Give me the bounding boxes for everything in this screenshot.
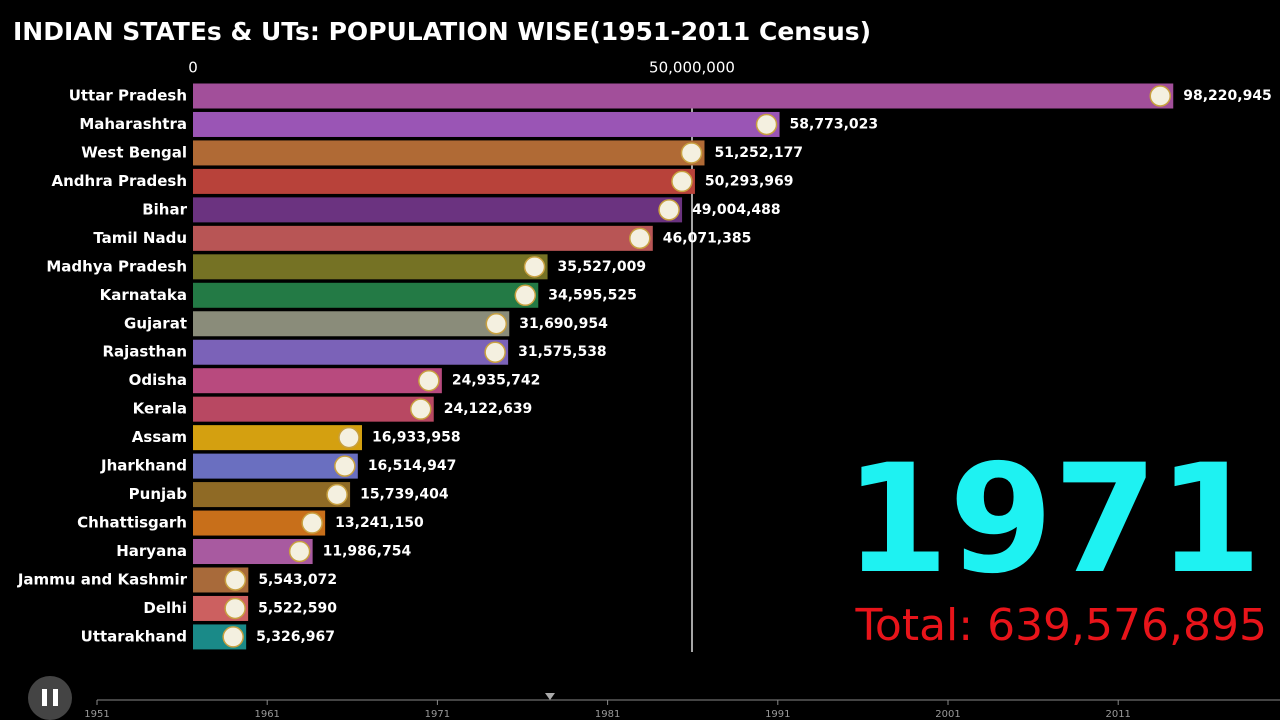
value-label: 24,935,742 bbox=[452, 373, 541, 389]
y-tick-label: West Bengal bbox=[81, 143, 187, 161]
y-tick-label: Madhya Pradesh bbox=[46, 257, 187, 275]
y-tick-label: Haryana bbox=[116, 542, 187, 560]
value-label: 5,522,590 bbox=[258, 600, 337, 616]
chart-title: INDIAN STATEs & UTs: POPULATION WISE(195… bbox=[13, 17, 871, 46]
value-label: 46,071,385 bbox=[663, 230, 752, 246]
emblem bbox=[523, 256, 546, 278]
bar bbox=[193, 197, 683, 223]
emblem bbox=[224, 569, 247, 591]
value-label: 34,595,525 bbox=[548, 287, 637, 303]
total-label: Total: 639,576,895 bbox=[855, 600, 1268, 651]
emblem bbox=[1149, 85, 1171, 107]
x-tick-label: 50,000,000 bbox=[649, 59, 735, 77]
emblem bbox=[334, 455, 356, 477]
timeline-label: 1991 bbox=[765, 709, 790, 720]
play-pause-button[interactable] bbox=[28, 676, 72, 720]
y-tick-label: Jammu and Kashmir bbox=[17, 570, 188, 588]
y-tick-label: Odisha bbox=[129, 371, 187, 389]
bar bbox=[193, 225, 653, 251]
value-label: 49,004,488 bbox=[692, 202, 781, 218]
y-tick-label: Uttar Pradesh bbox=[69, 87, 187, 105]
y-tick-label: Bihar bbox=[142, 200, 187, 218]
emblem bbox=[658, 199, 680, 221]
value-label: 51,252,177 bbox=[714, 145, 803, 161]
pause-bar[interactable] bbox=[42, 689, 47, 706]
bar bbox=[193, 140, 705, 166]
emblem bbox=[418, 369, 440, 392]
value-label: 31,575,538 bbox=[518, 344, 607, 360]
timeline-label: 1981 bbox=[595, 709, 620, 720]
emblem bbox=[301, 512, 323, 534]
bar bbox=[193, 482, 351, 508]
bar bbox=[193, 111, 780, 137]
emblem bbox=[326, 483, 348, 506]
bar bbox=[193, 368, 442, 394]
emblem bbox=[224, 597, 246, 620]
y-tick-label: Kerala bbox=[133, 400, 187, 418]
emblem bbox=[755, 113, 778, 136]
value-label: 15,739,404 bbox=[360, 487, 449, 503]
bar bbox=[193, 282, 539, 308]
y-tick-label: Chhattisgarh bbox=[77, 514, 187, 532]
bar bbox=[193, 254, 548, 280]
y-tick-label: Gujarat bbox=[124, 314, 187, 332]
value-label: 16,933,958 bbox=[372, 430, 461, 446]
bar bbox=[193, 168, 695, 194]
y-tick-label: Punjab bbox=[129, 485, 188, 503]
value-label: 58,773,023 bbox=[790, 116, 879, 132]
timeline-label: 2001 bbox=[935, 709, 960, 720]
y-tick-label: Uttarakhand bbox=[81, 627, 187, 645]
emblem bbox=[629, 227, 651, 250]
bar bbox=[193, 311, 510, 337]
timeline-label: 1961 bbox=[254, 709, 279, 720]
bar bbox=[193, 425, 363, 451]
x-tick-label: 0 bbox=[188, 59, 198, 77]
value-label: 11,986,754 bbox=[323, 544, 412, 560]
emblem bbox=[409, 398, 432, 420]
y-tick-label: Karnataka bbox=[100, 286, 187, 304]
emblem bbox=[222, 626, 244, 648]
y-tick-label: Delhi bbox=[143, 599, 187, 617]
value-label: 24,122,639 bbox=[444, 401, 533, 417]
timeline-label: 2011 bbox=[1105, 709, 1130, 720]
emblem bbox=[514, 284, 537, 307]
value-label: 35,527,009 bbox=[558, 259, 647, 275]
value-label: 5,326,967 bbox=[256, 629, 335, 645]
emblem bbox=[484, 341, 506, 363]
value-label: 5,543,072 bbox=[258, 572, 337, 588]
value-label: 50,293,969 bbox=[705, 173, 794, 189]
pause-bar[interactable] bbox=[53, 689, 58, 706]
y-tick-label: Assam bbox=[132, 428, 187, 446]
value-label: 98,220,945 bbox=[1183, 88, 1272, 104]
emblem bbox=[485, 313, 508, 335]
y-tick-label: Jharkhand bbox=[100, 457, 187, 475]
value-label: 31,690,954 bbox=[519, 316, 608, 332]
button-circle[interactable] bbox=[28, 676, 72, 720]
emblem bbox=[680, 142, 703, 164]
y-tick-label: Tamil Nadu bbox=[93, 229, 187, 247]
bar bbox=[193, 339, 509, 365]
timeline-label: 1971 bbox=[425, 709, 450, 720]
bar bbox=[193, 83, 1174, 109]
emblem bbox=[671, 170, 693, 193]
value-label: 13,241,150 bbox=[335, 515, 424, 531]
bar bbox=[193, 396, 434, 422]
timeline-label: 1951 bbox=[84, 709, 109, 720]
value-label: 16,514,947 bbox=[368, 458, 457, 474]
y-tick-label: Andhra Pradesh bbox=[52, 172, 187, 190]
emblem bbox=[288, 540, 311, 563]
year-label: 1971 bbox=[845, 433, 1262, 607]
timeline-handle[interactable] bbox=[545, 693, 555, 700]
y-tick-label: Maharashtra bbox=[79, 115, 187, 133]
emblem bbox=[338, 426, 360, 449]
y-tick-label: Rajasthan bbox=[102, 343, 187, 361]
bar bbox=[193, 453, 358, 479]
